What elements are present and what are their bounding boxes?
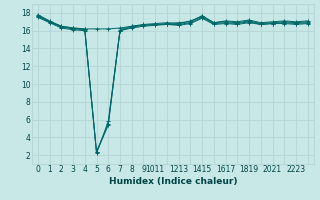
X-axis label: Humidex (Indice chaleur): Humidex (Indice chaleur) bbox=[108, 177, 237, 186]
